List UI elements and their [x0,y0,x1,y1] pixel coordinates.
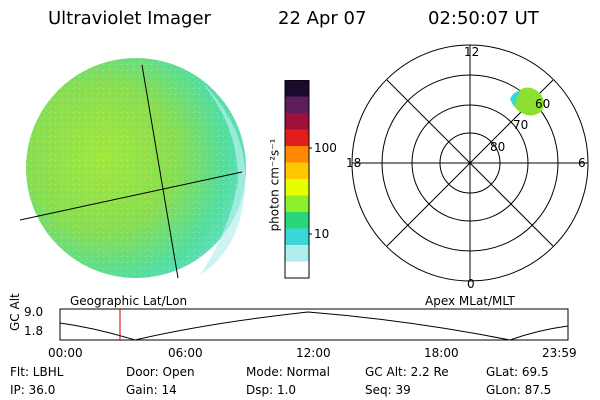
aurora-patch [512,87,544,116]
xtick-0000: 00:00 [48,346,83,360]
timeline-ytick-low: 1.8 [24,324,44,338]
date-label: 22 Apr 07 [278,8,367,29]
earth-disk-image [19,58,246,279]
colorbar-stripe [285,212,309,229]
lat-label-80: 80 [490,140,506,154]
info-seq: Seq: 39 [365,383,411,397]
lat-label-60: 60 [535,97,551,111]
mlt-label-12: 12 [464,45,480,59]
colorbar [284,80,312,279]
colorbar-label: photon cm⁻²s⁻¹ [267,138,282,232]
timeline-right-label: Apex MLat/MLT [425,294,515,308]
timeline-plot [59,308,569,341]
xtick-2359: 23:59 [542,346,577,360]
colorbar-stripe [285,96,309,114]
xtick-1200: 12:00 [296,346,331,360]
mlt-label-6: 6 [578,156,586,170]
colorbar-stripe [285,228,309,246]
time-label: 02:50:07 UT [428,8,539,29]
info-glat: GLat: 69.5 [486,365,549,379]
info-filter: Flt: LBHL [10,365,64,379]
colorbar-stripe [285,129,309,147]
info-dsp: Dsp: 1.0 [246,383,297,397]
colorbar-stripe [285,179,309,196]
info-gain: Gain: 14 [126,383,177,397]
info-door: Door: Open [126,365,195,379]
meridian-line [141,64,179,279]
info-gc-alt: GC Alt: 2.2 Re [365,365,449,379]
instrument-title: Ultraviolet Imager [48,8,211,29]
xtick-1800: 18:00 [424,346,459,360]
info-glon: GLon: 87.5 [486,383,552,397]
colorbar-stripe [285,162,309,180]
lat-label-70: 70 [513,118,529,132]
timeline-ytick-high: 9.0 [24,305,44,319]
mlt-label-0: 0 [467,277,475,291]
timeline-left-label: Geographic Lat/Lon [70,294,188,308]
xtick-0600: 06:00 [168,346,203,360]
mlt-label-18: 18 [346,156,362,170]
colorbar-stripe [285,195,309,213]
info-ip: IP: 36.0 [10,383,56,397]
parallel-line [19,171,243,221]
colorbar-stripe [285,261,309,279]
colorbar-stripe [285,146,309,163]
polar-plot [351,44,589,282]
colorbar-tick-10: 10 [314,227,330,241]
colorbar-stripe [285,245,309,262]
altitude-curve [59,311,569,341]
colorbar-stripe [285,80,309,97]
info-mode: Mode: Normal [246,365,330,379]
colorbar-stripe [285,113,309,130]
timeline-axis-label: GC Alt [8,293,22,331]
colorbar-tick-100: 100 [314,141,337,155]
